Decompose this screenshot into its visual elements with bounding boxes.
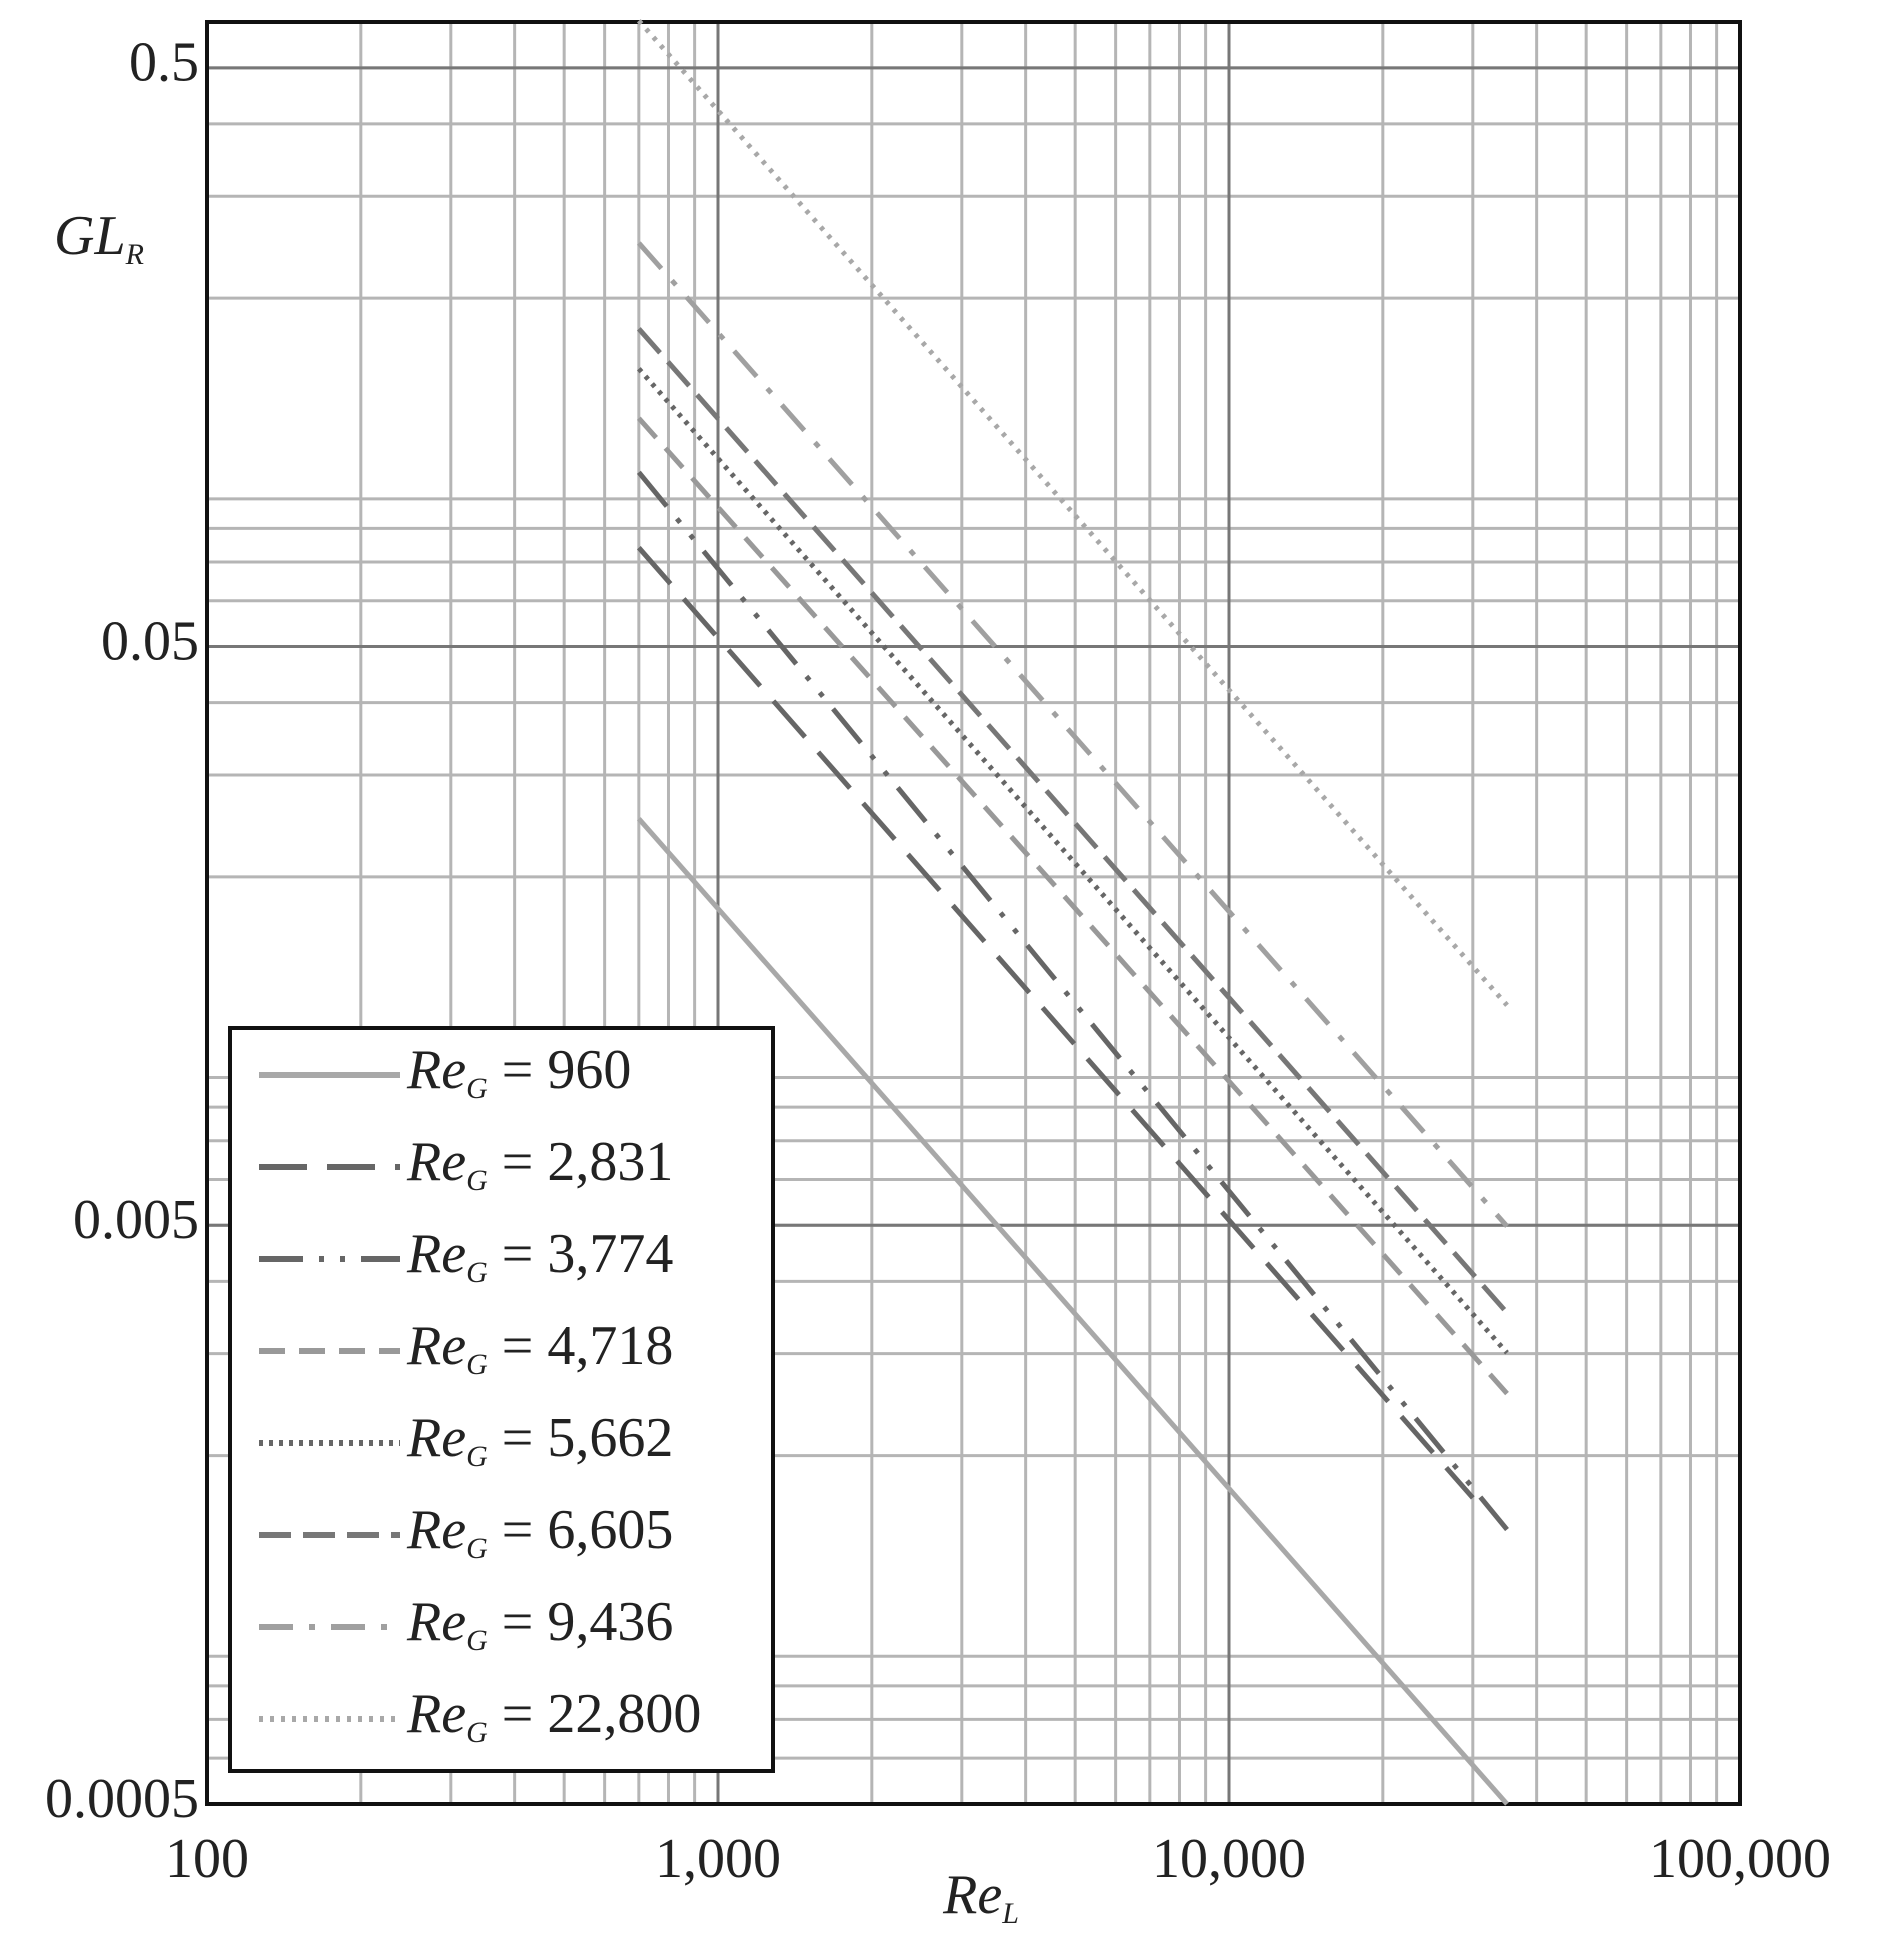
legend-label: ReG = 4,718 [406, 1315, 673, 1381]
legend-box [228, 1026, 775, 1773]
legend-label: ReG = 9,436 [406, 1591, 673, 1657]
legend-label: ReG = 5,662 [406, 1407, 673, 1473]
legend-label: ReG = 6,605 [406, 1499, 673, 1565]
legend-label: ReG = 3,774 [406, 1223, 673, 1289]
series-line [636, 546, 1475, 1500]
x-tick-label: 100 [165, 1828, 249, 1890]
series-line [636, 817, 1509, 1806]
legend-label: ReG = 960 [406, 1039, 631, 1105]
grid [205, 22, 1742, 1806]
plot-frame [205, 20, 1742, 1806]
x-axis-label: ReL [942, 1864, 1019, 1930]
series-line [636, 367, 1509, 1355]
legend-label: ReG = 2,831 [406, 1131, 673, 1197]
legend: ReG = 960 ReG = 2,831 ReG = 3,774 ReG = 4,7… [228, 1026, 775, 1773]
y-tick-label: 0.05 [101, 610, 199, 672]
y-axis-label: GLR [54, 205, 144, 271]
series-line [636, 470, 1509, 1532]
x-tick-label: 100,000 [1649, 1828, 1831, 1890]
y-tick-label: 0.5 [129, 32, 199, 94]
x-tick-label: 1,000 [655, 1828, 781, 1890]
x-tick-label: 10,000 [1152, 1828, 1306, 1890]
y-tick-label: 0.0005 [45, 1768, 199, 1830]
series-line [636, 241, 1509, 1228]
series-line [636, 416, 1509, 1396]
legend-label: ReG = 22,800 [406, 1683, 701, 1749]
y-tick-label: 0.005 [73, 1189, 199, 1251]
